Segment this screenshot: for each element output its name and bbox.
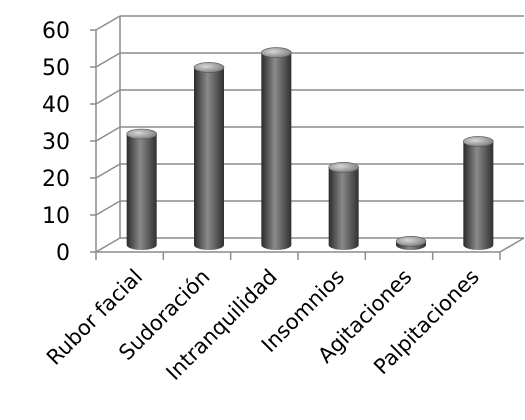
bar	[328, 162, 359, 250]
y-tick-label: 40	[42, 93, 70, 118]
gridline	[95, 15, 524, 31]
bar	[261, 47, 292, 250]
y-tick-label: 10	[42, 204, 70, 229]
gridline	[95, 89, 524, 105]
bars	[126, 47, 494, 251]
y-tick-label: 60	[42, 19, 70, 44]
category-labels: Rubor facialSudoraciónIntranquilidadInso…	[42, 265, 484, 385]
y-tick-label: 30	[42, 130, 70, 155]
y-tick-label: 20	[42, 167, 70, 192]
gridline	[95, 200, 524, 216]
gridline	[95, 126, 524, 142]
bar	[463, 136, 494, 250]
gridline	[95, 163, 524, 179]
y-tick-label: 0	[56, 241, 70, 266]
bar	[126, 128, 157, 250]
gridline	[95, 52, 524, 68]
gridline	[95, 237, 524, 253]
floor-edge	[499, 237, 525, 253]
y-tick-label: 50	[42, 56, 70, 81]
gridlines	[95, 15, 524, 253]
y-tick-labels: 0 10 20 30 40 50 60	[42, 19, 70, 266]
bar	[395, 236, 427, 250]
axes	[90, 16, 525, 260]
bar	[193, 62, 225, 251]
